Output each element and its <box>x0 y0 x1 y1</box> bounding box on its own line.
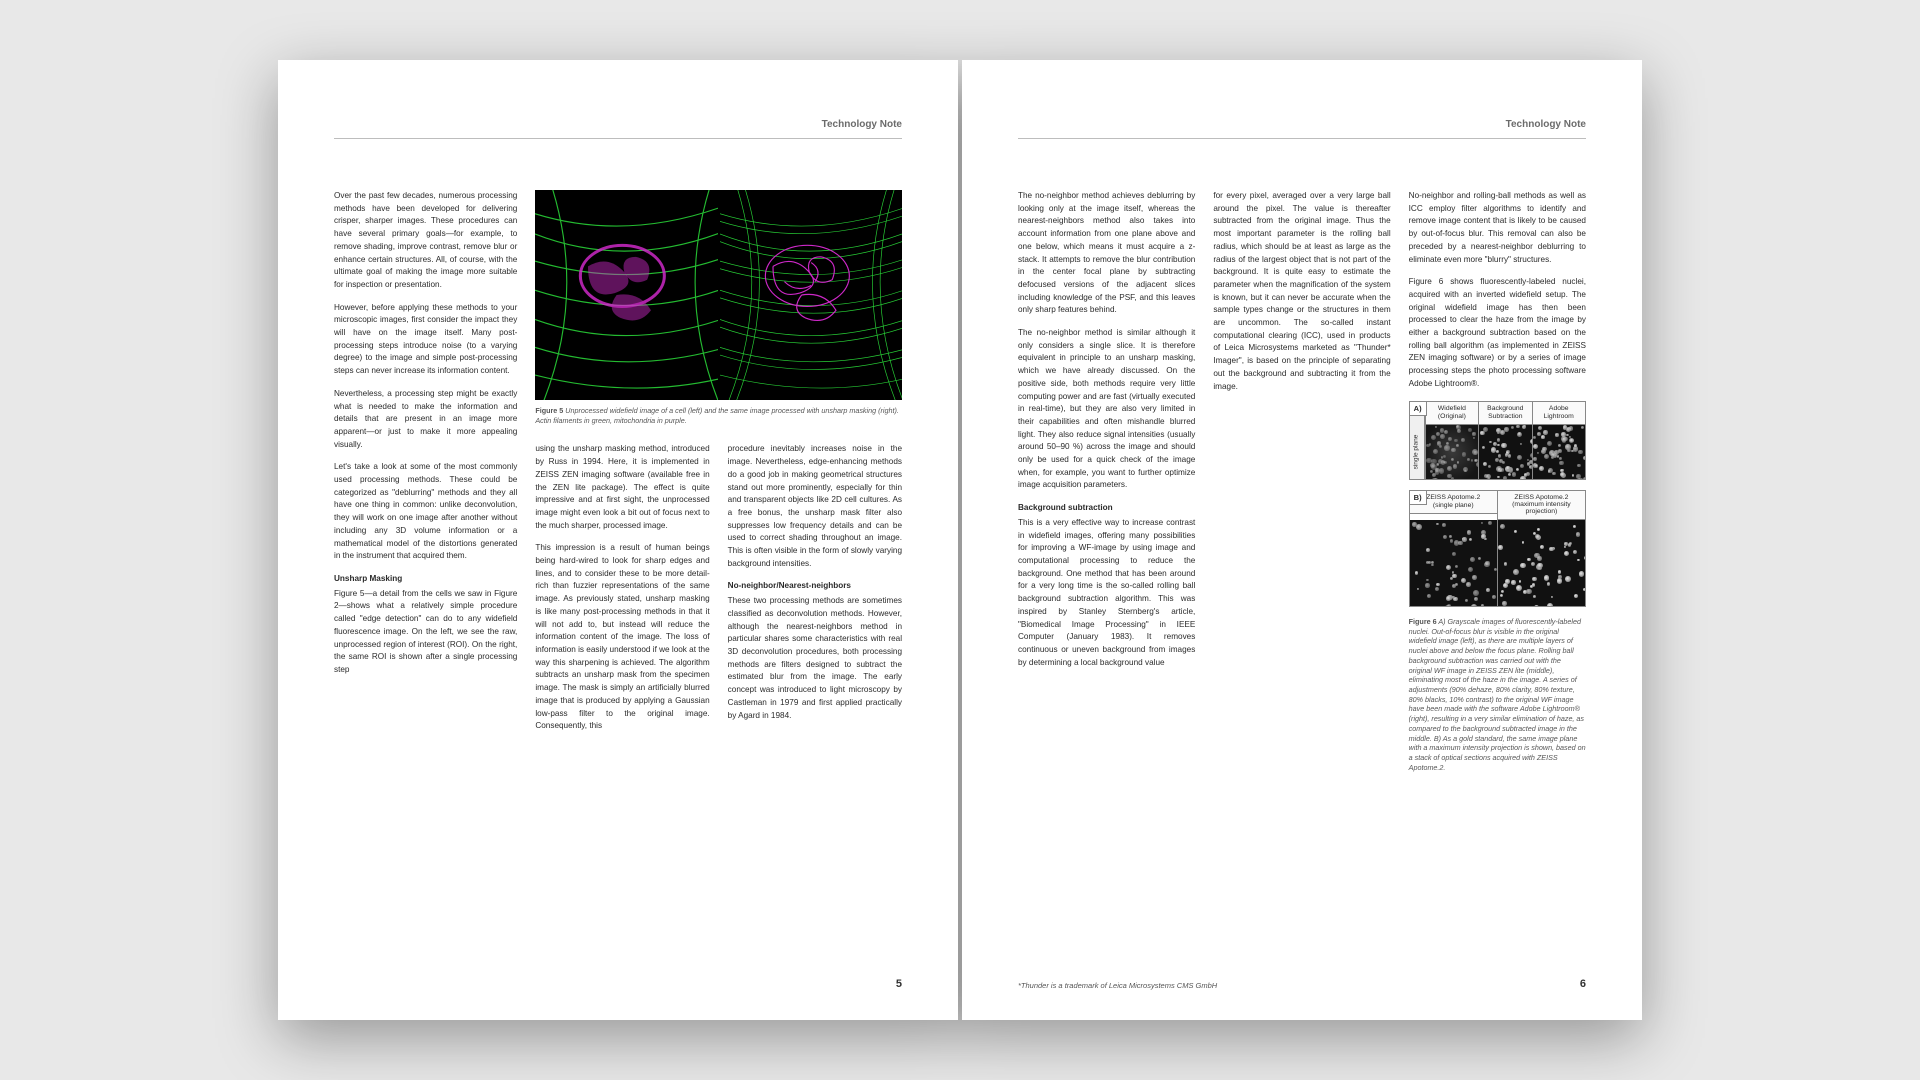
p: This is a very effective way to increase… <box>1018 517 1195 669</box>
left-col3: procedure inevitably increases noise in … <box>728 443 902 960</box>
header-label: Technology Note <box>1506 119 1586 130</box>
figure-6-row-b-images <box>1410 520 1585 606</box>
p: procedure inevitably increases noise in … <box>728 443 902 570</box>
left-col2: using the unsharp masking method, introd… <box>535 443 709 960</box>
figure-5-panel-right <box>720 190 902 400</box>
figure-6-tag-b: B) <box>1409 490 1427 506</box>
figure-6-a-img-2 <box>1479 425 1531 479</box>
left-col23-wrap: Figure 5 Unprocessed widefield image of … <box>535 190 902 960</box>
right-col1: The no-neighbor method achieves deblurri… <box>1018 190 1195 960</box>
p: Let's take a look at some of the most co… <box>334 461 517 563</box>
figure-6-row-a-titles: Widefield (Original) Background Subtract… <box>1410 402 1585 425</box>
figure-6-caption-bold: Figure 6 <box>1409 617 1437 626</box>
figure-6-a-sidelabel: single plane <box>1410 425 1425 479</box>
page-left: Technology Note Over the past few decade… <box>278 60 958 1020</box>
figure-5-caption-bold: Figure 5 <box>535 406 563 415</box>
p: using the unsharp masking method, introd… <box>535 443 709 532</box>
p: This impression is a result of human bei… <box>535 542 709 733</box>
page-number: 5 <box>896 978 902 990</box>
figure-5-caption-text: Unprocessed widefield image of a cell (l… <box>535 406 899 425</box>
figure-6-a-img-3 <box>1533 425 1585 479</box>
page-header: Technology Note <box>1018 114 1586 139</box>
page-spread: Technology Note Over the past few decade… <box>278 60 1642 1020</box>
p: Figure 5—a detail from the cells we saw … <box>334 588 517 677</box>
p: Figure 6 shows fluorescently-labeled nuc… <box>1409 276 1586 390</box>
figure-6-b-img-1 <box>1410 520 1497 606</box>
p: The no-neighbor method achieves deblurri… <box>1018 190 1195 317</box>
right-col2: for every pixel, averaged over a very la… <box>1213 190 1390 960</box>
figure-6-a-img-1 <box>1426 425 1478 479</box>
figure-6-caption: Figure 6 A) Grayscale images of fluoresc… <box>1409 617 1586 773</box>
p: These two processing methods are sometim… <box>728 595 902 722</box>
p: for every pixel, averaged over a very la… <box>1213 190 1390 393</box>
figure-6-a-title-3: Adobe Lightroom <box>1533 402 1585 425</box>
figure-6-caption-text: A) Grayscale images of fluorescently-lab… <box>1409 617 1586 772</box>
header-rule <box>1018 138 1586 139</box>
heading-background-subtraction: Background subtraction <box>1018 502 1195 515</box>
header-rule <box>334 138 902 139</box>
figure-6-block-b: B) ZEISS Apotome.2 (single plane) ZEISS … <box>1409 490 1586 607</box>
left-col1: Over the past few decades, numerous proc… <box>334 190 517 960</box>
page-header: Technology Note <box>334 114 902 139</box>
figure-6-row-a-images: single plane <box>1410 425 1585 479</box>
figure-6-b-title-2: ZEISS Apotome.2 (maximum intensity proje… <box>1498 491 1585 520</box>
left-col23-text: using the unsharp masking method, introd… <box>535 443 902 960</box>
viewport: Technology Note Over the past few decade… <box>0 0 1920 1080</box>
figure-6: A) Widefield (Original) Background Subtr… <box>1409 401 1586 785</box>
figure-6-a-title-1: Widefield (Original) <box>1426 402 1478 425</box>
p: The no-neighbor method is similar althou… <box>1018 327 1195 492</box>
figure-5-panel-left <box>535 190 717 400</box>
p: However, before applying these methods t… <box>334 302 517 378</box>
figure-5-caption: Figure 5 Unprocessed widefield image of … <box>535 406 902 425</box>
heading-unsharp-masking: Unsharp Masking <box>334 573 517 586</box>
p: Over the past few decades, numerous proc… <box>334 190 517 292</box>
left-content: Over the past few decades, numerous proc… <box>334 190 902 960</box>
figure-5: Figure 5 Unprocessed widefield image of … <box>535 190 902 437</box>
p: Nevertheless, a processing step might be… <box>334 388 517 452</box>
figure-6-row-b-titles: ZEISS Apotome.2 (single plane) ZEISS Apo… <box>1410 491 1585 520</box>
figure-5-panels <box>535 190 902 400</box>
right-content: The no-neighbor method achieves deblurri… <box>1018 190 1586 960</box>
footnote: *Thunder is a trademark of Leica Microsy… <box>1018 981 1217 990</box>
figure-6-b-img-2 <box>1498 520 1585 606</box>
header-label: Technology Note <box>822 119 902 130</box>
page-number: 6 <box>1580 978 1586 990</box>
figure-6-block-a: A) Widefield (Original) Background Subtr… <box>1409 401 1586 480</box>
figure-6-a-title-2: Background Subtraction <box>1479 402 1531 425</box>
page-right: Technology Note The no-neighbor method a… <box>962 60 1642 1020</box>
right-col3: No-neighbor and rolling-ball methods as … <box>1409 190 1586 960</box>
heading-no-neighbor: No-neighbor/Nearest-neighbors <box>728 580 902 593</box>
figure-6-tag-a: A) <box>1409 401 1427 417</box>
p: No-neighbor and rolling-ball methods as … <box>1409 190 1586 266</box>
